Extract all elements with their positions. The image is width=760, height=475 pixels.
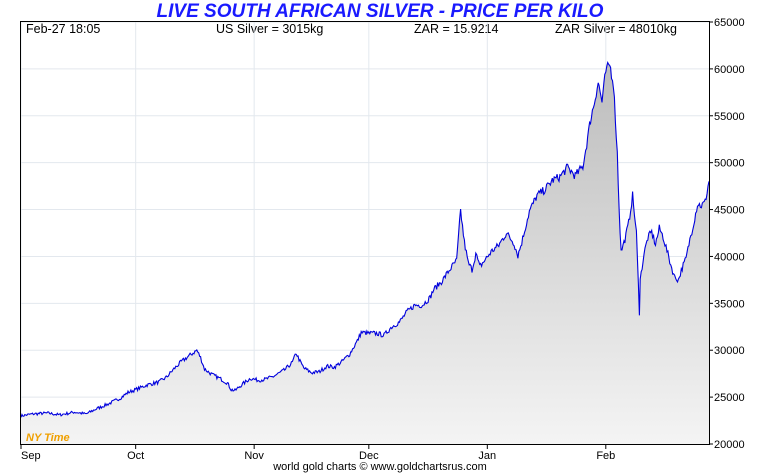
info-zar-silver: ZAR Silver = 48010kg: [555, 22, 677, 36]
y-tick-label: 20000: [714, 439, 745, 451]
x-tick-label: Oct: [127, 450, 144, 462]
y-tick-label: 50000: [714, 158, 745, 170]
x-tick-label: Feb: [596, 450, 615, 462]
info-zar: ZAR = 15.9214: [414, 22, 499, 36]
y-tick-label: 25000: [714, 392, 745, 404]
price-line: [20, 60, 710, 418]
y-tick-label: 60000: [714, 64, 745, 76]
price-area-fill: [21, 62, 709, 444]
x-axis: Sep Oct Nov Dec Jan Feb: [20, 444, 615, 462]
y-tick-label: 55000: [714, 111, 745, 123]
y-tick-label: 40000: [714, 251, 745, 263]
info-datetime: Feb-27 18:05: [26, 22, 101, 36]
info-us-silver: US Silver = 3015kg: [216, 22, 324, 36]
ny-time-label: NY Time: [26, 432, 70, 444]
x-tick-label: Jan: [478, 450, 496, 462]
y-tick-label: 35000: [714, 298, 745, 310]
y-tick-label: 30000: [714, 345, 745, 357]
chart-title: LIVE SOUTH AFRICAN SILVER - PRICE PER KI…: [156, 1, 604, 22]
y-tick-label: 65000: [714, 17, 745, 29]
x-tick-label: Nov: [244, 450, 264, 462]
footer-credit: world gold charts © www.goldchartsrus.co…: [273, 461, 487, 473]
y-axis: 20000 25000 30000 35000 40000 45000 50000 55000…: [709, 17, 745, 451]
y-tick-label: 45000: [714, 205, 745, 217]
plot-frame: [20, 21, 710, 445]
x-tick-label: Sep: [21, 450, 41, 462]
x-tick-label: Dec: [359, 450, 379, 462]
